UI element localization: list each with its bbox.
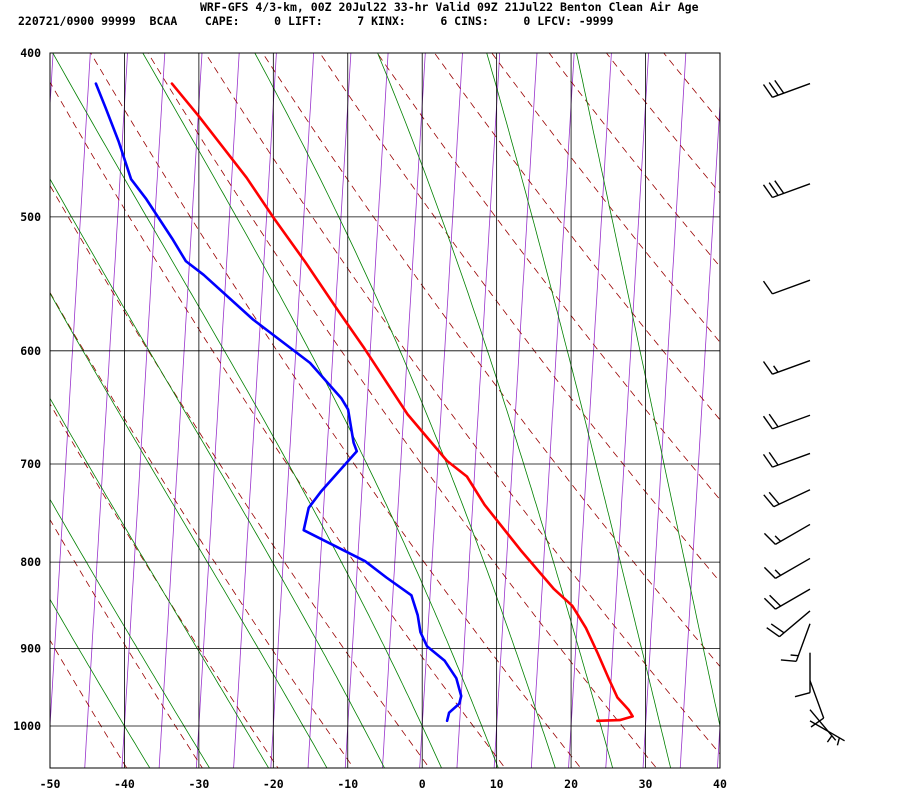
moist-adiabat-line <box>142 53 499 768</box>
y-tick-label: 900 <box>20 642 41 656</box>
y-tick-label: 400 <box>20 46 41 60</box>
y-tick-label: 600 <box>20 344 41 358</box>
x-tick-label: -50 <box>40 777 61 791</box>
dry-adiabat-line <box>90 53 582 768</box>
moist-adiabat-line <box>50 598 151 768</box>
isotherm-line <box>642 53 687 768</box>
y-tick-label: 800 <box>20 555 41 569</box>
moist-adiabat-line <box>576 53 720 728</box>
dry-adiabat-line <box>824 0 900 783</box>
isotherm-line <box>0 0 21 783</box>
dry-adiabat-line <box>50 81 506 768</box>
dry-adiabat-line <box>262 53 720 668</box>
dry-adiabat-line <box>204 53 720 755</box>
isotherm-line <box>456 53 501 768</box>
dry-adiabat-line <box>491 53 720 343</box>
isotherm-line <box>121 53 166 768</box>
dewpoint-trace <box>94 82 463 723</box>
dry-adiabat-line <box>880 0 900 783</box>
x-tick-label: -10 <box>337 777 358 791</box>
wind-barb <box>762 79 811 98</box>
wind-barb <box>766 610 811 638</box>
wind-barb <box>762 359 811 375</box>
tick-labels: -50 -40 -30 -20 -10 0 10 20 30 40 400 500 600 700 800 9… <box>13 46 727 791</box>
x-tick-label: 20 <box>564 777 578 791</box>
moist-adiabat-line <box>52 53 442 768</box>
isotherm-line <box>50 53 91 734</box>
sounding-indices: 220721/0900 99999 BCAA CAPE: 0 LIFT: 7 K… <box>18 14 614 28</box>
background-lines <box>0 0 900 783</box>
dry-adiabat-line <box>50 765 52 768</box>
y-tick-label: 500 <box>20 210 41 224</box>
dry-adiabat-line <box>376 53 720 501</box>
isotherm-line <box>307 53 352 768</box>
dry-adiabat-line <box>605 53 720 194</box>
x-tick-label: -20 <box>263 777 284 791</box>
wind-barb <box>762 180 811 199</box>
isotherm-line <box>195 53 240 768</box>
dry-adiabat-line <box>658 0 900 783</box>
grid <box>49 52 721 768</box>
moist-adiabat-line <box>254 53 556 768</box>
x-tick-label: 0 <box>419 777 426 791</box>
series-layer <box>94 82 635 723</box>
isotherm-line <box>568 53 612 768</box>
moist-adiabat-line <box>50 292 328 768</box>
isotherm-line <box>270 53 315 768</box>
x-tick-label: 10 <box>490 777 504 791</box>
x-tick-label: 40 <box>713 777 727 791</box>
dry-adiabat-line <box>713 0 900 783</box>
isotherm-line <box>493 53 538 768</box>
dry-adiabat-line <box>50 518 203 768</box>
isotherm-line <box>344 53 389 768</box>
moist-adiabat-line <box>50 178 385 768</box>
isotherm-line <box>382 53 426 768</box>
wind-barb <box>762 279 811 295</box>
isotherm-line <box>233 53 277 768</box>
dry-adiabat-line <box>50 403 279 768</box>
isotherm-line <box>530 53 575 768</box>
y-tick-label: 700 <box>20 457 41 471</box>
wind-barb <box>794 652 811 698</box>
wind-barb <box>763 523 811 546</box>
wind-barb <box>762 413 811 430</box>
moist-adiabat-line <box>50 498 210 768</box>
plot-frame <box>49 52 721 769</box>
y-tick-label: 1000 <box>13 719 41 733</box>
isotherm-line <box>158 53 203 768</box>
wind-barb <box>763 557 811 580</box>
chart-title: WRF-GFS 4/3-km, 00Z 20Jul22 33-hr Valid … <box>200 0 699 14</box>
wind-barbs <box>762 79 845 746</box>
isotherm-line <box>791 0 839 783</box>
dry-adiabat-line <box>434 53 720 421</box>
wind-barb <box>763 489 811 508</box>
dry-adiabat-line <box>319 53 720 583</box>
temperature-trace <box>170 82 635 723</box>
moist-adiabat-line <box>486 53 672 768</box>
x-tick-label: -30 <box>188 777 209 791</box>
isotherm-line <box>84 53 128 768</box>
isotherm-line <box>717 718 720 768</box>
moist-adiabat-line <box>377 53 614 768</box>
dry-adiabat-line <box>769 0 900 783</box>
wind-barb <box>780 623 811 662</box>
isotherm-line <box>605 53 650 768</box>
isotherm-line <box>419 53 463 768</box>
dry-adiabat-line <box>548 53 720 268</box>
wind-barb <box>809 709 837 743</box>
wind-barb <box>809 680 825 728</box>
moist-adiabat-line <box>50 397 270 768</box>
wind-barb <box>809 720 845 746</box>
isotherm-line <box>754 0 802 783</box>
dry-adiabat-line <box>50 639 128 768</box>
dry-adiabat-line <box>663 53 720 123</box>
x-tick-label: -40 <box>114 777 135 791</box>
wind-barb <box>762 451 811 468</box>
wind-barb <box>763 588 811 610</box>
dry-adiabat-line <box>50 184 430 768</box>
x-tick-label: 30 <box>639 777 653 791</box>
